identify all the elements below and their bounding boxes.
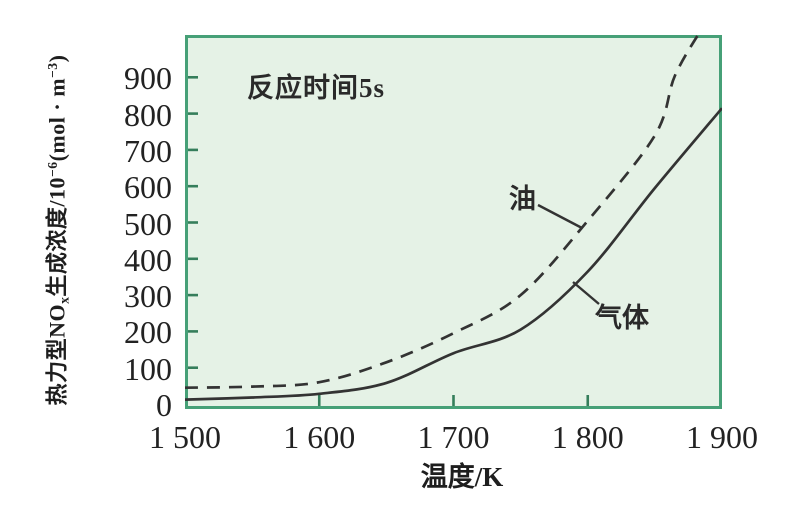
gas-curve-label: 气体 [595, 303, 649, 333]
x-tick-label: 1 800 [551, 419, 624, 455]
y-tick-label: 100 [124, 350, 172, 387]
y-axis-title-part: −3 [45, 62, 61, 78]
y-tick-label: 600 [124, 169, 172, 206]
oil-curve-label: 油 [509, 184, 536, 214]
x-tick-label: 1 700 [417, 419, 490, 455]
y-axis-title-part: ) [44, 54, 70, 63]
x-axis-title: 温度/K [420, 462, 504, 492]
oil-label-leader-line [537, 203, 583, 230]
y-tick-label: 700 [124, 132, 172, 169]
x-tick-label: 1 500 [149, 419, 221, 455]
y-tick-label: 200 [124, 314, 172, 351]
axis-ticks [188, 75, 590, 406]
x-tick-label: 1 600 [283, 419, 356, 455]
x-tick-label: 1 900 [686, 419, 758, 455]
gas-curve-solid [185, 107, 722, 401]
y-axis-title-part: −6 [45, 161, 61, 177]
y-tick-label: 900 [124, 60, 172, 97]
plot-area [185, 35, 722, 409]
y-tick-label: 400 [124, 241, 172, 278]
gas-label-leader-line [572, 281, 600, 305]
reaction-time-annotation: 反应时间5s [247, 73, 386, 103]
y-tick-label: 800 [124, 96, 172, 133]
y-tick-label: 0 [156, 387, 172, 423]
y-tick-label: 500 [124, 205, 172, 242]
plot-canvas [185, 35, 722, 406]
y-tick-label: 300 [124, 278, 172, 315]
